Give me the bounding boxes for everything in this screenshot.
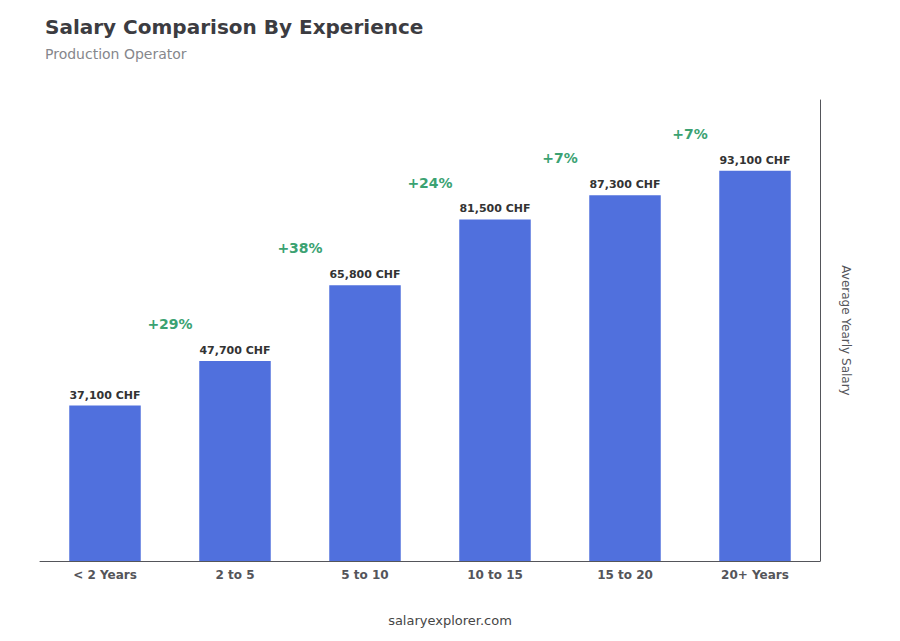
svg-text:20+ Years: 20+ Years [721, 568, 789, 582]
svg-text:salaryexplorer.com: salaryexplorer.com [388, 613, 512, 628]
svg-text:5 to 10: 5 to 10 [341, 568, 388, 582]
svg-text:81,500 CHF: 81,500 CHF [459, 202, 530, 215]
svg-text:+24%: +24% [407, 175, 452, 191]
svg-text:47,700 CHF: 47,700 CHF [199, 344, 270, 357]
svg-text:+7%: +7% [672, 126, 708, 142]
svg-text:Production Operator: Production Operator [45, 46, 187, 62]
svg-text:65,800 CHF: 65,800 CHF [329, 268, 400, 281]
svg-text:Salary Comparison By Experienc: Salary Comparison By Experience [45, 15, 423, 39]
svg-text:2 to 5: 2 to 5 [215, 568, 254, 582]
svg-text:Average Yearly Salary: Average Yearly Salary [839, 265, 853, 395]
svg-text:87,300 CHF: 87,300 CHF [589, 178, 660, 191]
svg-text:< 2 Years: < 2 Years [73, 568, 137, 582]
svg-text:15 to 20: 15 to 20 [597, 568, 653, 582]
svg-text:+7%: +7% [542, 150, 578, 166]
svg-text:93,100 CHF: 93,100 CHF [719, 154, 790, 167]
svg-text:+29%: +29% [147, 316, 192, 332]
svg-text:+38%: +38% [277, 240, 322, 256]
svg-text:37,100 CHF: 37,100 CHF [69, 389, 140, 402]
svg-text:10 to 15: 10 to 15 [467, 568, 523, 582]
